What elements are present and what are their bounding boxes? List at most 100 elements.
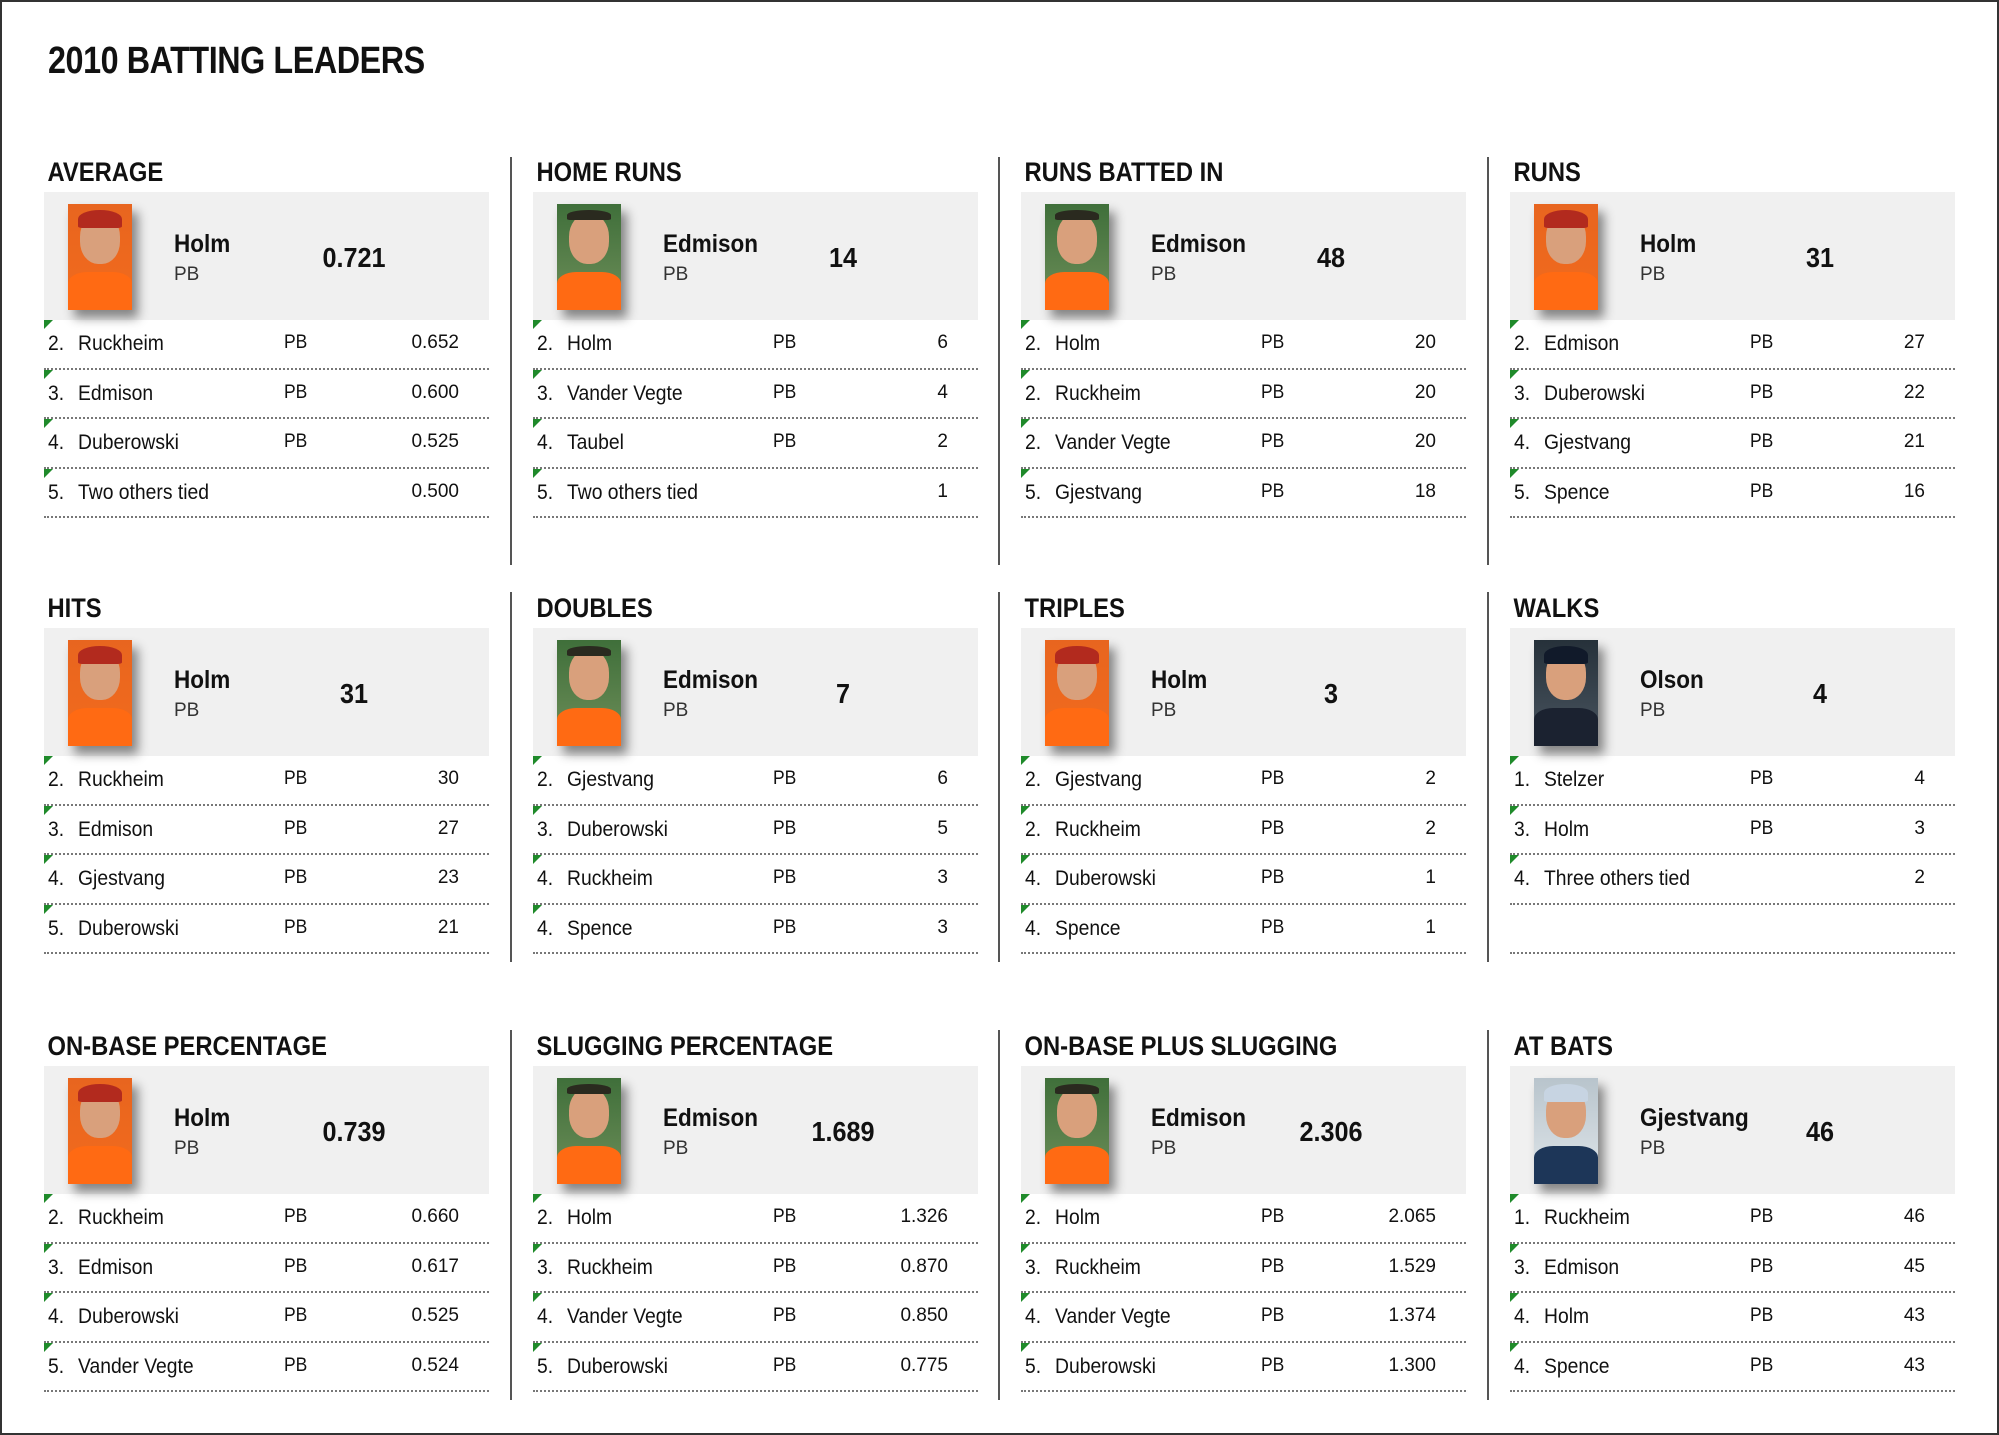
row-team: PB	[284, 332, 308, 353]
photo-shirt	[68, 708, 132, 746]
row-team: PB	[773, 332, 797, 353]
category-title: DOUBLES	[536, 593, 653, 623]
row-team: PB	[284, 768, 308, 789]
green-corner-marker	[44, 1293, 53, 1302]
row-rank: 1.	[1514, 768, 1531, 791]
green-corner-marker	[533, 369, 542, 379]
green-corner-marker	[1510, 756, 1519, 765]
green-corner-marker	[1021, 904, 1030, 914]
category-panel-triples: TRIPLES Holm PB 3 2. Gjestvang PB 2 2. Ruckheim PB…	[1021, 588, 1466, 954]
column-divider	[998, 157, 1000, 565]
ranking-row: 3. Holm PB 3	[1510, 805, 1955, 855]
row-name: Ruckheim	[78, 768, 164, 791]
row-team: PB	[1750, 431, 1774, 452]
ranking-row: 3. Ruckheim PB 0.870	[533, 1243, 978, 1293]
row-name: Ruckheim	[567, 1255, 653, 1279]
photo-cap	[1055, 210, 1099, 220]
row-value: 3	[1914, 817, 1925, 839]
row-rank: 4.	[48, 867, 65, 890]
row-rank: 4.	[1025, 867, 1042, 890]
leader-name: Edmison	[1151, 230, 1247, 258]
row-name: Spence	[1544, 1354, 1610, 1378]
row-value: 1.300	[1388, 1354, 1436, 1376]
ranking-row: 5. Duberowski PB 21	[44, 904, 489, 954]
category-title: ON-BASE PLUS SLUGGING	[1024, 1031, 1338, 1061]
ranking-list: 2. Ruckheim PB 30 3. Edmison PB 27 4. Gjestvang PB…	[44, 756, 489, 954]
row-rank: 2.	[1025, 431, 1042, 454]
row-name: Gjestvang	[1055, 480, 1142, 504]
ranking-row: 3. Edmison PB 27	[44, 805, 489, 855]
leader-value: 1.689	[811, 1116, 875, 1147]
row-name: Ruckheim	[1544, 1206, 1630, 1229]
category-title: ON-BASE PERCENTAGE	[47, 1031, 327, 1061]
green-corner-marker	[533, 855, 542, 864]
row-team: PB	[1750, 768, 1774, 789]
leader-box: Edmison PB 1.689	[533, 1066, 978, 1194]
photo-shirt	[557, 1146, 621, 1184]
row-rank: 5.	[1025, 1354, 1042, 1378]
row-name: Spence	[1544, 480, 1610, 504]
row-name: Duberowski	[567, 817, 668, 841]
green-corner-marker	[1021, 855, 1030, 864]
photo-cap	[567, 210, 611, 220]
row-name: Duberowski	[1544, 381, 1645, 405]
photo-shirt	[1534, 1146, 1598, 1184]
leader-box: Edmison PB 2.306	[1021, 1066, 1466, 1194]
leader-team: PB	[663, 1138, 689, 1159]
leader-name: Holm	[1640, 230, 1697, 258]
ranking-row: 4. Spence PB 3	[533, 904, 978, 954]
ranking-row: 5. Two others tied 0.500	[44, 468, 489, 518]
row-value: 4	[937, 381, 948, 403]
row-rank: 4.	[1025, 1305, 1042, 1328]
photo-shirt	[1045, 1146, 1109, 1184]
row-name: Duberowski	[78, 1305, 179, 1328]
row-rank: 5.	[48, 916, 65, 940]
row-rank: 3.	[537, 1255, 554, 1279]
row-value: 0.870	[900, 1255, 948, 1277]
row-team: PB	[1261, 867, 1285, 888]
leader-box: Olson PB 4	[1510, 628, 1955, 756]
ranking-row: 5. Spence PB 16	[1510, 468, 1955, 518]
row-value: 3	[937, 867, 948, 888]
row-name: Holm	[1544, 817, 1590, 841]
row-name: Edmison	[78, 817, 154, 841]
ranking-list: 2. Ruckheim PB 0.660 3. Edmison PB 0.617 4. Duber…	[44, 1194, 489, 1392]
leader-team: PB	[1640, 1138, 1666, 1159]
row-rank: 3.	[1514, 1255, 1531, 1279]
row-name: Edmison	[78, 381, 154, 405]
green-corner-marker	[44, 756, 53, 765]
ranking-row: 3. Ruckheim PB 1.529	[1021, 1243, 1466, 1293]
row-team: PB	[773, 916, 797, 938]
row-value: 21	[437, 916, 459, 938]
row-name: Three others tied	[1544, 867, 1691, 890]
photo-head	[569, 650, 609, 700]
green-corner-marker	[1021, 468, 1030, 478]
row-team: PB	[1261, 1354, 1285, 1376]
row-rank: 3.	[48, 1255, 65, 1279]
row-team: PB	[1750, 381, 1774, 403]
row-rank: 2.	[1025, 381, 1042, 405]
green-corner-marker	[533, 1243, 542, 1253]
leader-team: PB	[1151, 1138, 1177, 1159]
photo-head	[1057, 1088, 1097, 1138]
row-rank: 5.	[48, 1354, 65, 1378]
green-corner-marker	[1510, 1194, 1519, 1203]
green-corner-marker	[1021, 1194, 1030, 1203]
category-title: RUNS BATTED IN	[1024, 157, 1224, 187]
leader-value: 46	[1805, 1116, 1835, 1147]
player-photo	[557, 640, 621, 746]
category-title: TRIPLES	[1024, 593, 1125, 623]
row-value: 2	[1914, 867, 1925, 888]
row-team: PB	[1750, 332, 1774, 353]
row-name: Taubel	[567, 431, 624, 454]
row-rank: 2.	[48, 1206, 65, 1229]
row-value: 0.525	[411, 1305, 459, 1326]
row-name: Holm	[1055, 1206, 1101, 1229]
ranking-row-empty	[1510, 905, 1955, 954]
row-team: PB	[1750, 480, 1774, 502]
photo-cap	[78, 210, 122, 228]
row-name: Vander Vegte	[567, 1305, 683, 1328]
leader-team: PB	[1640, 700, 1666, 721]
category-panel-average: AVERAGE Holm PB 0.721 2. Ruckheim PB 0.652 3. Edm…	[44, 152, 489, 518]
row-value: 0.617	[411, 1255, 459, 1277]
